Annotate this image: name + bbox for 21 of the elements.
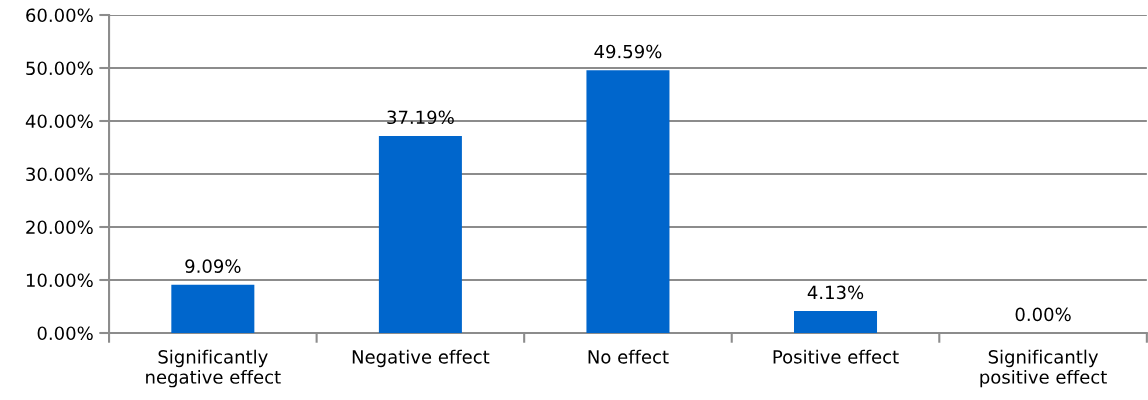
bar xyxy=(586,70,670,333)
y-tick-label: 50.00% xyxy=(26,61,93,76)
y-tick-label: 60.00% xyxy=(26,8,93,23)
data-label: 4.13% xyxy=(807,285,864,300)
x-tick-label: Significantly positive effect xyxy=(980,349,1107,388)
data-label: 9.09% xyxy=(185,259,241,273)
y-tick-label: 20.00% xyxy=(26,220,93,235)
x-tick-label: Negative effect xyxy=(352,349,490,368)
y-tick-label: 30.00% xyxy=(26,167,93,182)
y-tick-label: 10.00% xyxy=(26,273,93,288)
bar xyxy=(794,311,878,333)
x-tick-label: No effect xyxy=(588,349,669,364)
data-label: 37.19% xyxy=(387,110,454,125)
data-label: 0.00% xyxy=(1015,307,1071,322)
y-tick-label: 40.00% xyxy=(25,114,93,129)
y-tick-label: 0.00% xyxy=(37,326,93,341)
x-tick-label: Positive effect xyxy=(773,349,899,364)
data-label: 49.59% xyxy=(594,44,662,59)
x-tick-label: Significantly negative effect xyxy=(146,349,281,388)
bar xyxy=(171,284,255,333)
bar xyxy=(378,135,462,333)
